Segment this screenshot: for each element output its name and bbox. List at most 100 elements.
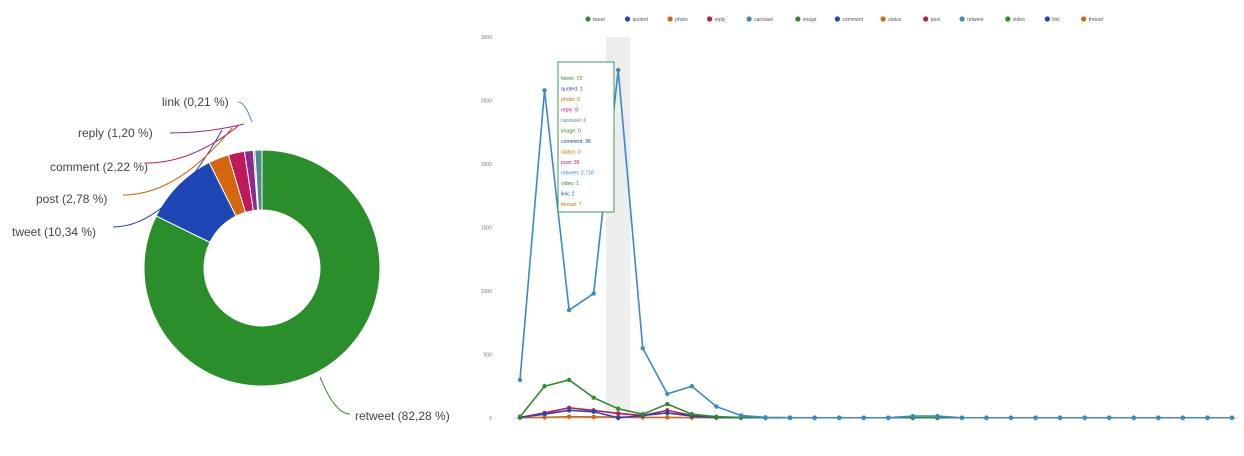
- series-line-retweet: [519, 69, 1232, 419]
- point-quoted[interactable]: [616, 415, 621, 421]
- tooltip-row: post: 36: [561, 160, 580, 166]
- legend-marker-link: [1044, 16, 1050, 22]
- point-retweet[interactable]: [861, 415, 866, 420]
- point-retweet[interactable]: [1180, 415, 1186, 420]
- chart-tooltip: tweet: 73 quoted: 1 photo: 0 reply: 8 carous…: [557, 61, 615, 213]
- legend-label-tweet[interactable]: tweet: [593, 17, 606, 23]
- point-retweet[interactable]: [1107, 415, 1112, 420]
- point-quoted[interactable]: [665, 410, 670, 416]
- tooltip-row: quoted: 1: [561, 87, 583, 93]
- point-retweet[interactable]: [542, 88, 547, 93]
- point-retweet[interactable]: [1156, 415, 1161, 420]
- donut-callouts: retweet (82,28 %) tweet (10,34 %) post (2,…: [12, 95, 450, 423]
- point-tweet[interactable]: [517, 414, 523, 419]
- point-tweet[interactable]: [689, 411, 695, 417]
- point-tweet[interactable]: [591, 395, 596, 400]
- slice-retweet[interactable]: [143, 149, 381, 387]
- tooltip-row: carousel: 0: [561, 118, 586, 124]
- point-tweet[interactable]: [542, 384, 547, 389]
- point-retweet[interactable]: [1229, 415, 1235, 420]
- point-quoted[interactable]: [566, 408, 572, 413]
- point-retweet[interactable]: [566, 307, 572, 313]
- point-retweet[interactable]: [1057, 415, 1063, 420]
- tooltip-row: retweet: 2,718: [561, 171, 594, 177]
- legend-label-comment[interactable]: comment: [842, 17, 863, 23]
- legend-label-video[interactable]: video: [1013, 17, 1025, 23]
- legend-marker-carousel: [746, 16, 752, 22]
- callout-line-reply: [169, 123, 245, 134]
- legend-marker-status: [880, 16, 886, 22]
- point-tweet[interactable]: [566, 377, 572, 383]
- tooltip-row: tweet: 73: [561, 76, 582, 82]
- point-retweet[interactable]: [787, 415, 793, 420]
- legend-label-carousel[interactable]: carousel: [754, 17, 773, 23]
- legend-label-link[interactable]: link: [1052, 17, 1060, 23]
- slice-other[interactable]: [254, 149, 263, 211]
- point-retweet[interactable]: [886, 415, 891, 420]
- point-retweet[interactable]: [812, 415, 817, 420]
- point-thread[interactable]: [542, 415, 547, 420]
- tooltip-box: [557, 61, 615, 213]
- point-tweet[interactable]: [616, 406, 621, 411]
- tooltip-row: photo: 0: [561, 97, 580, 103]
- legend-marker-retweet: [959, 16, 965, 22]
- point-retweet[interactable]: [935, 413, 940, 419]
- slice-label-post: post (2,78 %): [36, 192, 107, 206]
- point-retweet[interactable]: [517, 377, 523, 383]
- point-retweet[interactable]: [616, 67, 621, 73]
- legend-marker-photo: [667, 16, 673, 22]
- callout-line-tweet: [112, 129, 223, 228]
- slice-label-tweet: tweet (10,34 %): [12, 225, 96, 239]
- legend-label-photo[interactable]: photo: [675, 17, 688, 23]
- point-retweet[interactable]: [665, 391, 670, 397]
- point-retweet[interactable]: [763, 415, 768, 420]
- legend-marker-quoted: [624, 16, 631, 22]
- point-post[interactable]: [616, 411, 621, 416]
- chart-legend: tweet quoted photo reply carousel image commen…: [585, 16, 1103, 23]
- point-retweet[interactable]: [738, 413, 744, 418]
- legend-label-reply[interactable]: reply: [715, 17, 726, 23]
- point-tweet[interactable]: [665, 401, 670, 407]
- point-retweet[interactable]: [959, 415, 965, 420]
- point-thread[interactable]: [591, 414, 596, 420]
- y-tick-label: 1500: [481, 226, 492, 232]
- point-retweet[interactable]: [1008, 415, 1014, 420]
- legend-marker-post: [923, 16, 929, 22]
- point-thread[interactable]: [665, 415, 670, 420]
- point-retweet[interactable]: [910, 413, 916, 419]
- donut-slices: [143, 149, 381, 387]
- y-tick-label: 3000: [481, 35, 492, 41]
- point-thread[interactable]: [566, 414, 572, 419]
- legend-label-thread[interactable]: thread: [1089, 17, 1103, 23]
- point-tweet[interactable]: [640, 411, 645, 417]
- point-quoted[interactable]: [542, 411, 547, 417]
- y-tick-label: 500: [484, 353, 493, 359]
- legend-label-post[interactable]: post: [931, 17, 941, 23]
- point-retweet[interactable]: [1082, 415, 1087, 420]
- point-retweet[interactable]: [984, 415, 989, 420]
- y-tick-label: 1000: [481, 289, 492, 295]
- legend-marker-tweet: [585, 16, 591, 22]
- legend-label-quoted[interactable]: quoted: [633, 17, 649, 23]
- point-quoted[interactable]: [591, 409, 596, 414]
- legend-marker-thread: [1081, 16, 1087, 22]
- point-retweet[interactable]: [1131, 415, 1136, 420]
- point-retweet[interactable]: [591, 291, 596, 296]
- slice-label-retweet: retweet (82,28 %): [355, 409, 450, 423]
- legend-label-image[interactable]: image: [803, 17, 817, 23]
- point-tweet[interactable]: [714, 414, 719, 419]
- callout-line-post: [122, 127, 233, 196]
- point-retweet[interactable]: [1033, 415, 1038, 420]
- point-retweet[interactable]: [689, 384, 695, 389]
- point-retweet[interactable]: [640, 345, 645, 351]
- legend-label-status[interactable]: status: [888, 17, 902, 23]
- point-retweet[interactable]: [1205, 415, 1210, 420]
- point-retweet[interactable]: [714, 404, 719, 409]
- legend-label-retweet[interactable]: retweet: [967, 17, 984, 23]
- donut-chart: retweet (82,28 %) tweet (10,34 %) post (2,…: [12, 95, 450, 423]
- legend-marker-video: [1005, 16, 1011, 22]
- tooltip-row: comment: 36: [561, 139, 591, 145]
- point-retweet[interactable]: [836, 415, 842, 420]
- slice-label-comment: comment (2,22 %): [50, 160, 148, 174]
- tooltip-row: reply: 8: [561, 108, 578, 114]
